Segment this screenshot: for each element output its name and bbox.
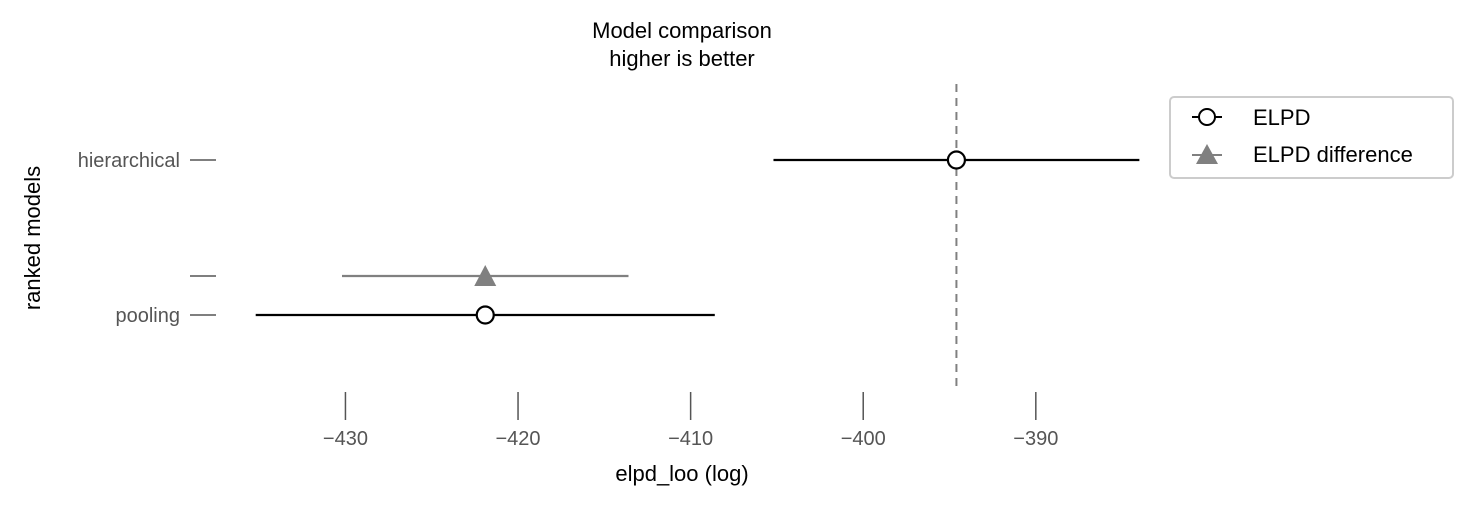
- x-axis-label: elpd_loo (log): [615, 461, 748, 486]
- hierarchical-elpd-point: [946, 150, 967, 170]
- chart-subtitle: higher is better: [609, 46, 755, 71]
- x-tick-label: −420: [496, 428, 541, 450]
- legend-elpd-marker: [1198, 108, 1216, 126]
- pooling-elpd-point: [475, 305, 495, 325]
- x-axis: −430 −420 −410 −400 −390: [323, 392, 1058, 450]
- legend-elpd-label: ELPD: [1253, 105, 1310, 130]
- elpd-difference-point: [474, 265, 497, 286]
- x-tick-label: −400: [841, 428, 886, 450]
- y-axis: hierarchical pooling: [78, 150, 216, 327]
- y-axis-label: ranked models: [20, 166, 45, 310]
- legend-diff-label: ELPD difference: [1253, 142, 1413, 167]
- legend: ELPD ELPD difference: [1169, 96, 1454, 179]
- x-tick-label: −410: [668, 428, 713, 450]
- legend-frame: [1169, 96, 1454, 179]
- y-tick-label: hierarchical: [78, 150, 180, 172]
- y-tick-label: pooling: [115, 305, 180, 327]
- legend-diff-marker: [1196, 144, 1218, 164]
- chart-title: Model comparison: [592, 18, 772, 43]
- plot-marks: [255, 150, 1140, 325]
- x-tick-label: −390: [1013, 428, 1058, 450]
- x-tick-label: −430: [323, 428, 368, 450]
